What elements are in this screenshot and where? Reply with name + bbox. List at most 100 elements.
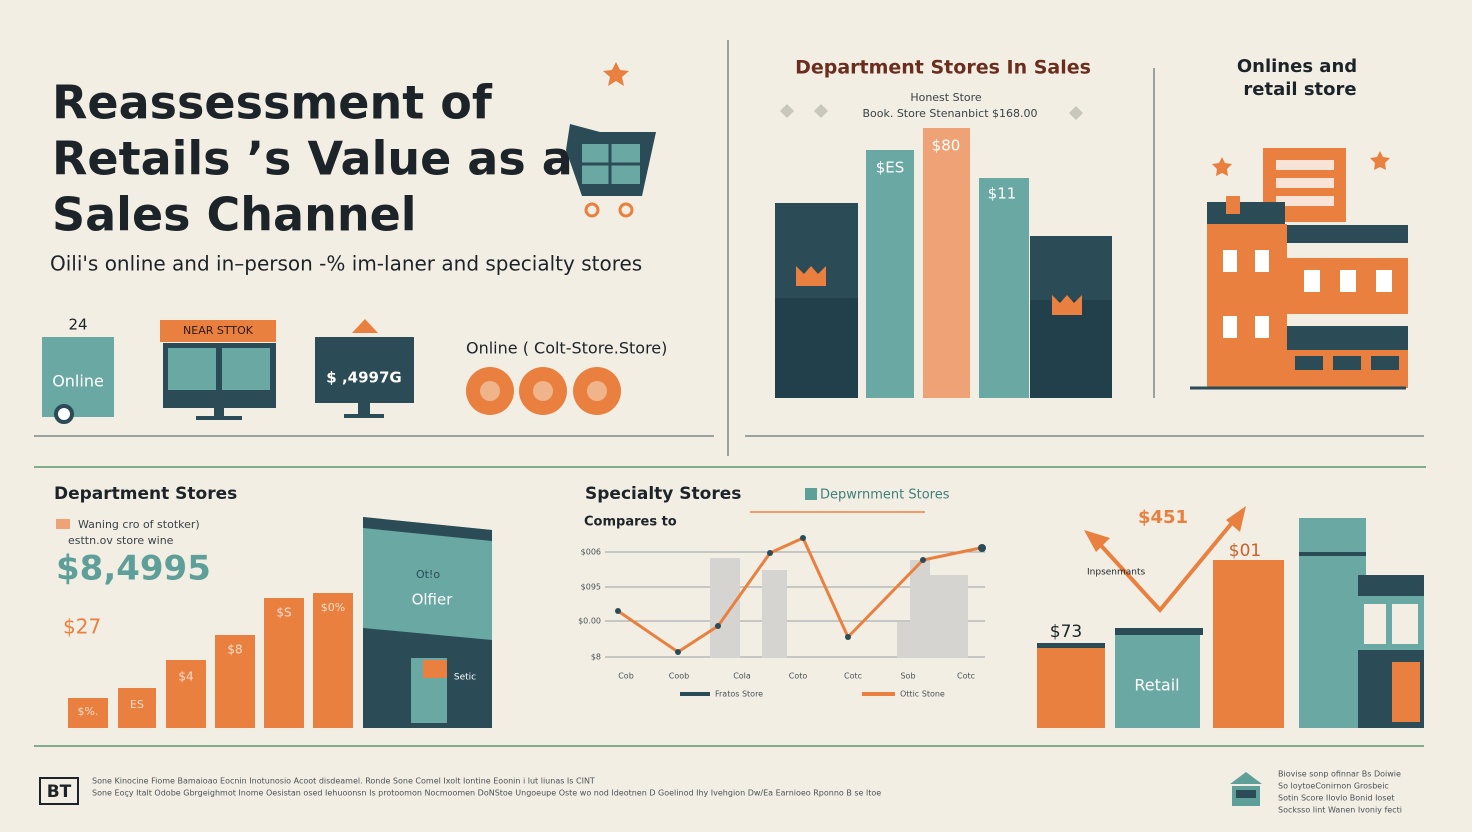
store-icon-shape (214, 408, 224, 418)
dept-stores-shape (363, 517, 492, 541)
online-retail-shape (1207, 202, 1285, 224)
online-legend-shape (533, 381, 553, 401)
specialty-shape-shape (715, 623, 721, 629)
panel-title: Department Stores In Sales (795, 57, 1091, 79)
dept-stores-shape (56, 519, 70, 529)
specialty-shape-shape (615, 608, 621, 614)
footer-shape (1230, 772, 1262, 784)
monitor-icon-shape (315, 337, 414, 403)
monitor-icon-shape (344, 414, 384, 418)
retail-compare-shape (1364, 604, 1386, 644)
online-icon-shape (42, 337, 114, 417)
dept-stores-shape (264, 598, 304, 728)
dept-stores: Department Stores Waning cro of stotker)… (54, 484, 492, 728)
footer-line: Sone Kinocine Fiome Bamaioao Eocnin Inot… (92, 777, 595, 786)
retail-compare-shape (1392, 604, 1418, 644)
retail-compare-shape (1299, 552, 1366, 556)
dept-sales-shape (796, 266, 826, 286)
monitor-icon-shape (352, 319, 378, 333)
footer-side: Biovise sonp ofinnar Bs Doiwie (1278, 770, 1401, 779)
legend: esttn.ov store wine (68, 534, 174, 547)
annotation: Inpsenmants (1087, 568, 1146, 578)
bar-label: $11 (988, 185, 1017, 203)
header: Reassessment of Retails ’s Value as a Sa… (50, 76, 642, 276)
monitor-icon-shape (358, 403, 370, 415)
retail-compare-shape (1299, 518, 1366, 728)
bar-label: $80 (932, 137, 961, 155)
cart-icon-shape (618, 202, 634, 218)
panel-text: Olfier (412, 591, 454, 609)
specialty-shape-shape (845, 634, 851, 640)
small-value: $27 (63, 615, 101, 639)
retail-compare-shape (1115, 628, 1203, 635)
online-legend-shape (480, 381, 500, 401)
retail-compare-shape (1084, 506, 1246, 552)
dept-sales-shape (1030, 300, 1112, 398)
cart-icon (566, 62, 656, 218)
online-retail-shape (1255, 316, 1269, 338)
online-retail-shape (1226, 196, 1240, 214)
specialty-shape-shape (762, 570, 787, 658)
value-label: $01 (1229, 541, 1261, 561)
x-label: Cotc (844, 672, 862, 681)
footer-side: So loytoeConirnon Grosbeic (1278, 782, 1389, 791)
specialty-shape-shape (767, 550, 773, 556)
specialty-shape-shape (675, 649, 681, 655)
online-retail-shape (1295, 356, 1323, 370)
online-retail-shape (1207, 224, 1287, 388)
specialty-shape (710, 558, 968, 658)
store-icon-shape (196, 416, 242, 420)
price: $ ,4997G (326, 369, 401, 387)
title-line: Retails ’s Value as a (52, 132, 573, 186)
legend: Online ( Colt-Store.Store) (466, 339, 667, 358)
footer-shape (39, 777, 79, 805)
specialty-shape-shape (978, 544, 986, 552)
footer-side: Sotin Score Ilovlo Bonid Ioset (1278, 794, 1395, 803)
online-retail-shape (1376, 270, 1392, 292)
store-icon: NEAR STTOK (160, 320, 276, 420)
panel-title: Department Stores (54, 484, 237, 504)
retail-compare-shape (1094, 516, 1238, 614)
y-label: $006 (581, 548, 601, 557)
panel-title: retail store (1243, 79, 1356, 100)
value-label: $73 (1050, 622, 1082, 642)
online-retail-shape (1333, 356, 1361, 370)
x-label: Cob (618, 672, 634, 681)
logo: BT (47, 782, 72, 802)
retail-compare-shape (1037, 643, 1105, 728)
online-retail: Onlines and retail store (1190, 56, 1408, 390)
y-label: $095 (581, 583, 601, 592)
bar-label: ES (130, 698, 144, 711)
big-value: $8,4995 (56, 549, 211, 589)
specialty: Specialty Stores Depwrnment Stores Compa… (578, 484, 986, 699)
specialty-shape-shape (930, 575, 968, 658)
online-retail-shape (1276, 160, 1334, 170)
dept-sales: Department Stores In Sales Honest Store … (775, 57, 1112, 398)
dept-stores-shape (423, 660, 447, 678)
bar-label: $0% (321, 601, 345, 614)
bar-label: $8 (227, 643, 242, 657)
specialty-shape-shape (910, 560, 930, 658)
online-retail-shape (1371, 356, 1399, 370)
subtitle: Oili's online and in–person -% im-laner … (50, 252, 642, 276)
retail-compare-shape (1392, 662, 1420, 722)
store-icon-shape (168, 348, 216, 390)
online-retail-shape (1287, 225, 1408, 243)
panel-text: Setic (454, 673, 476, 683)
online-legend: Online ( Colt-Store.Store) (466, 339, 667, 415)
online-legend-shape (587, 381, 607, 401)
store-icon-shape (222, 348, 270, 390)
monitor-icon: $ ,4997G (315, 319, 414, 418)
cart-icon-shape (603, 62, 629, 86)
dept-sales-shape (923, 128, 970, 398)
series-label: Ottic Stone (900, 690, 945, 699)
dept-sales-shape (979, 178, 1029, 398)
title-line: Reassessment of (52, 76, 493, 130)
x-label: Coob (669, 672, 689, 681)
legend: Waning cro of stotker) (78, 518, 200, 531)
bar-label: $S (276, 606, 291, 620)
online-retail-shape (1255, 250, 1269, 272)
footer: BT Sone Kinocine Fiome Bamaioao Eocnin I… (39, 770, 1402, 815)
